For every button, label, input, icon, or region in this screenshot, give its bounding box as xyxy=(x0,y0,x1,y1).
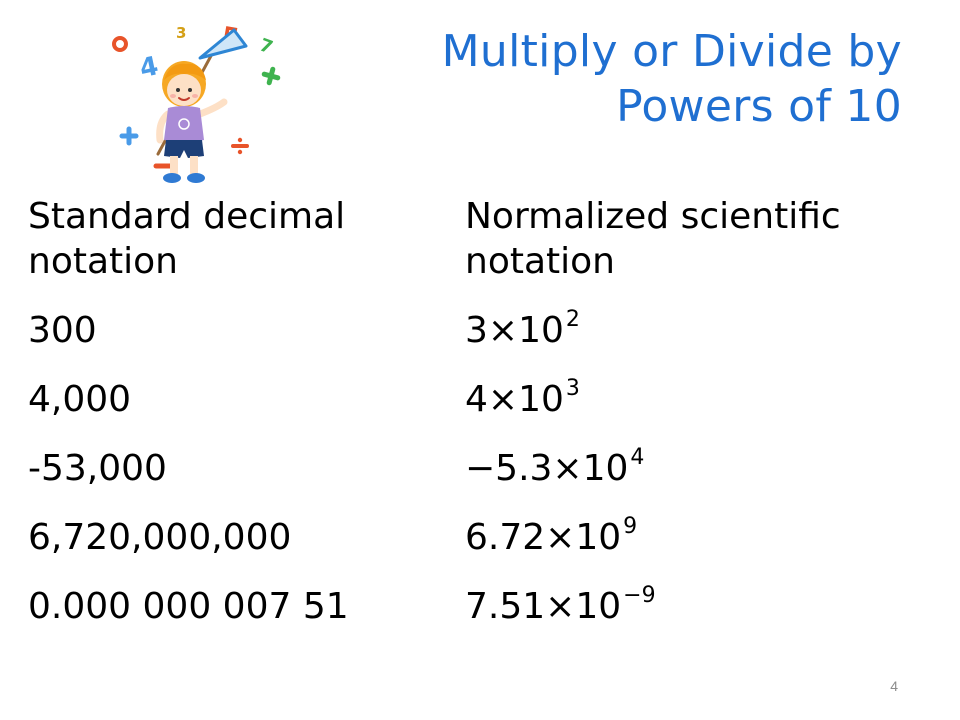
header-standard-notation: Standard decimal notation xyxy=(28,196,346,282)
table-row: -53,000 −5.3×104 xyxy=(28,446,908,491)
scientific-coefficient: 4×10 xyxy=(465,379,564,420)
svg-text:7: 7 xyxy=(257,35,276,59)
scientific-value: 3×102 xyxy=(465,308,908,353)
slide-title-line-2: Powers of 10 xyxy=(616,81,902,132)
scientific-exponent: 4 xyxy=(630,445,645,470)
table-row: 300 3×102 xyxy=(28,308,908,353)
page-number: 4 xyxy=(890,678,898,694)
scientific-value: 4×103 xyxy=(465,377,908,422)
svg-text:4: 4 xyxy=(137,51,161,84)
table-row: 0.000 000 007 51 7.51×10−9 xyxy=(28,584,908,629)
scientific-coefficient: 3×10 xyxy=(465,310,564,351)
standard-value: -53,000 xyxy=(28,448,167,489)
scientific-value: 7.51×10−9 xyxy=(465,584,908,629)
scientific-coefficient: 7.51×10 xyxy=(465,586,622,627)
table-header-row: Standard decimal notation Normalized sci… xyxy=(28,194,908,284)
scientific-coefficient: 6.72×10 xyxy=(465,517,622,558)
child-icon xyxy=(156,61,228,183)
table-row: 4,000 4×103 xyxy=(28,377,908,422)
standard-value: 300 xyxy=(28,310,97,351)
header-scientific-notation: Normalized scientific notation xyxy=(465,196,841,282)
child-with-net-illustration: 4 3 5 7 xyxy=(112,21,281,183)
standard-value: 0.000 000 007 51 xyxy=(28,586,349,627)
notation-table: Standard decimal notation Normalized sci… xyxy=(28,194,908,653)
scientific-exponent: 3 xyxy=(565,376,580,401)
slide-title-line-1: Multiply or Divide by xyxy=(441,26,902,77)
scientific-value: 6.72×109 xyxy=(465,515,908,560)
standard-value: 6,720,000,000 xyxy=(28,517,292,558)
scientific-coefficient: −5.3×10 xyxy=(465,448,629,489)
slide-title: Multiply or Divide by Powers of 10 xyxy=(302,24,902,134)
scientific-value: −5.3×104 xyxy=(465,446,908,491)
scientific-exponent: −9 xyxy=(623,583,656,608)
scientific-exponent: 9 xyxy=(623,514,638,539)
standard-value: 4,000 xyxy=(28,379,132,420)
scientific-exponent: 2 xyxy=(565,307,580,332)
svg-text:3: 3 xyxy=(176,24,186,42)
table-row: 6,720,000,000 6.72×109 xyxy=(28,515,908,560)
